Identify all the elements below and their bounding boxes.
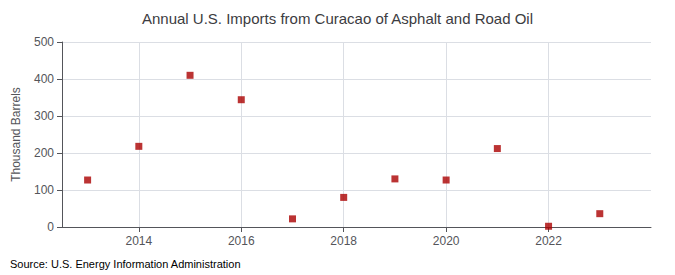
svg-text:500: 500 <box>34 35 54 49</box>
svg-text:2022: 2022 <box>535 234 562 248</box>
svg-text:2016: 2016 <box>228 234 255 248</box>
svg-text:200: 200 <box>34 146 54 160</box>
svg-text:100: 100 <box>34 183 54 197</box>
svg-text:Source: U.S. Energy Informatio: Source: U.S. Energy Information Administ… <box>10 258 241 270</box>
svg-text:2014: 2014 <box>125 234 152 248</box>
svg-text:0: 0 <box>47 220 54 234</box>
svg-text:400: 400 <box>34 72 54 86</box>
svg-text:Thousand Barrels: Thousand Barrels <box>9 87 23 182</box>
svg-text:2020: 2020 <box>433 234 460 248</box>
svg-text:2018: 2018 <box>330 234 357 248</box>
svg-text:Annual U.S. Imports from Curac: Annual U.S. Imports from Curacao of Asph… <box>142 10 533 27</box>
svg-text:300: 300 <box>34 109 54 123</box>
